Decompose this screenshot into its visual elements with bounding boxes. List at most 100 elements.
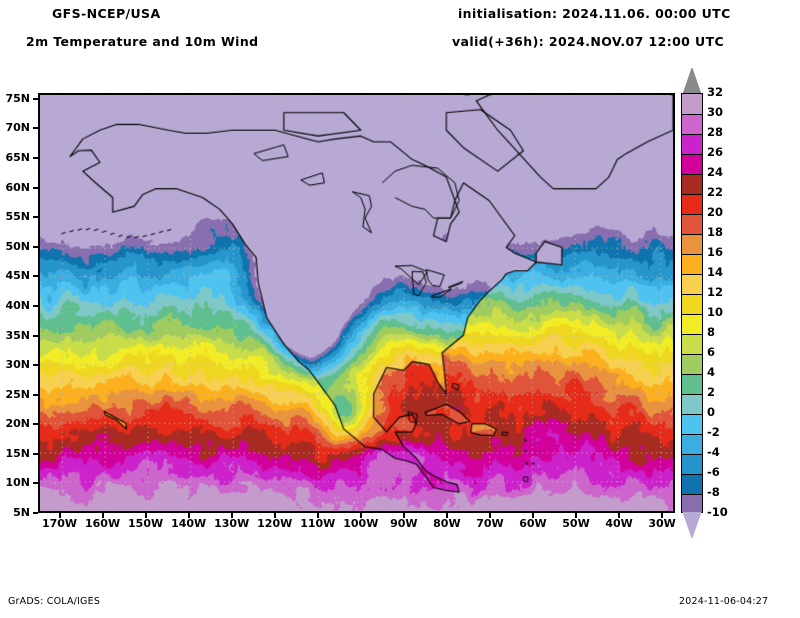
colorbar-segment: [682, 314, 702, 334]
colorbar-tick-label: 28: [707, 125, 724, 139]
longitude-tick-mark: [316, 513, 319, 518]
header-initialisation-time: initialisation: 2024.11.06. 00:00 UTC: [458, 6, 731, 21]
footer-timestamp: 2024-11-06-04:27: [679, 596, 769, 607]
latitude-tick-mark: [33, 245, 38, 248]
colorbar-segment: [682, 454, 702, 474]
longitude-tick-mark: [618, 513, 621, 518]
colorbar-tick-label: 20: [707, 205, 724, 219]
colorbar-tick-label: -8: [707, 485, 720, 499]
map-plot-area[interactable]: [38, 93, 675, 513]
latitude-tick-label: 60N: [5, 180, 30, 194]
latitude-tick-label: 35N: [5, 328, 30, 342]
colorbar-tick-label: -10: [707, 505, 728, 519]
colorbar-tick-label: 0: [707, 405, 716, 419]
longitude-tick-mark: [575, 513, 577, 518]
latitude-tick-label: 10N: [5, 476, 30, 490]
longitude-tick-label: 120W: [257, 517, 293, 530]
colorbar-tick-label: 16: [707, 245, 724, 259]
longitude-tick-mark: [359, 513, 362, 518]
longitude-tick-label: 70W: [476, 517, 504, 530]
latitude-tick-label: 20N: [5, 417, 30, 431]
colorbar-segment: [682, 414, 702, 434]
colorbar-segment: [682, 174, 702, 194]
longitude-tick-mark: [58, 513, 61, 518]
header-valid-time: valid(+36h): 2024.NOV.07 12:00 UTC: [452, 34, 725, 49]
latitude-tick-label: 50N: [5, 239, 30, 253]
longitude-tick-mark: [402, 513, 405, 518]
colorbar-segment: [682, 274, 702, 294]
latitude-tick-mark: [33, 127, 38, 130]
latitude-tick-mark: [33, 452, 38, 455]
colorbar-segment: [682, 494, 702, 512]
footer-attribution: GrADS: COLA/IGES: [8, 596, 101, 607]
colorbar-segment: [682, 234, 702, 254]
longitude-tick-mark: [101, 513, 104, 518]
latitude-tick-mark: [33, 423, 38, 426]
longitude-tick-label: 110W: [300, 517, 336, 530]
latitude-tick-label: 70N: [5, 121, 30, 135]
colorbar-segment: [682, 354, 702, 374]
latitude-tick-label: 45N: [5, 269, 30, 283]
colorbar-overflow-arrow-icon: [681, 68, 703, 94]
colorbar-tick-label: 8: [707, 325, 716, 339]
longitude-tick-mark: [273, 513, 276, 518]
colorbar-segment: [682, 94, 702, 114]
colorbar-tick-label: -2: [707, 425, 720, 439]
longitude-tick-mark: [230, 513, 233, 518]
longitude-tick-mark: [531, 513, 534, 518]
longitude-tick-label: 30W: [648, 517, 676, 530]
colorbar-segment: [682, 434, 702, 454]
header-model-name: GFS-NCEP/USA: [52, 6, 161, 21]
longitude-tick-mark: [144, 513, 147, 518]
longitude-tick-label: 160W: [84, 517, 121, 530]
colorbar-gradient: [681, 93, 703, 513]
longitude-tick-label: 130W: [214, 517, 250, 530]
colorbar-segment: [682, 374, 702, 394]
latitude-tick-label: 15N: [5, 446, 30, 460]
colorbar-tick-label: -6: [707, 465, 720, 479]
longitude-tick-mark: [187, 513, 190, 518]
colorbar-segment: [682, 254, 702, 274]
latitude-tick-mark: [33, 97, 38, 100]
latitude-tick-mark: [33, 512, 38, 514]
colorbar-tick-label: 4: [707, 365, 716, 379]
longitude-tick-label: 150W: [128, 517, 164, 530]
colorbar-tick-label: -4: [707, 445, 720, 459]
colorbar-tick-label: 24: [707, 165, 724, 179]
latitude-tick-mark: [33, 275, 38, 278]
latitude-tick-mark: [33, 186, 38, 189]
colorbar-segment: [682, 294, 702, 314]
latitude-tick-mark: [33, 304, 38, 307]
colorbar-segment: [682, 474, 702, 494]
latitude-tick-label: 40N: [5, 298, 30, 312]
longitude-tick-label: 170W: [41, 517, 78, 530]
latitude-tick-mark: [33, 334, 38, 337]
colorbar-tick-label: 10: [707, 305, 724, 319]
colorbar-tick-label: 12: [707, 285, 724, 299]
latitude-tick-mark: [33, 482, 38, 485]
temperature-field-canvas: [40, 95, 673, 511]
header-field-name: 2m Temperature and 10m Wind: [26, 34, 259, 49]
longitude-tick-label: 80W: [433, 517, 461, 530]
latitude-tick-mark: [33, 157, 38, 160]
colorbar-tick-label: 30: [707, 105, 724, 119]
colorbar: 32 30 28 26 24 22 20 18 16 14 12 10 8 6 4 2 0 -2 -4 -6 -8 -10: [681, 68, 741, 538]
longitude-tick-mark: [661, 513, 664, 518]
colorbar-tick-label: 2: [707, 385, 716, 399]
latitude-tick-label: 65N: [5, 151, 30, 165]
longitude-tick-label: 140W: [171, 517, 207, 530]
longitude-tick-mark: [445, 513, 448, 518]
longitude-tick-mark: [488, 513, 491, 518]
longitude-tick-label: 90W: [390, 517, 418, 530]
colorbar-segment: [682, 114, 702, 134]
colorbar-segment: [682, 214, 702, 234]
latitude-tick-mark: [33, 393, 38, 396]
latitude-tick-label: 25N: [5, 387, 30, 401]
colorbar-tick-label: 22: [707, 185, 724, 199]
latitude-tick-mark: [33, 216, 38, 219]
colorbar-segment: [682, 394, 702, 414]
colorbar-segment: [682, 194, 702, 214]
longitude-tick-label: 40W: [605, 517, 633, 530]
colorbar-tick-label: 18: [707, 225, 724, 239]
